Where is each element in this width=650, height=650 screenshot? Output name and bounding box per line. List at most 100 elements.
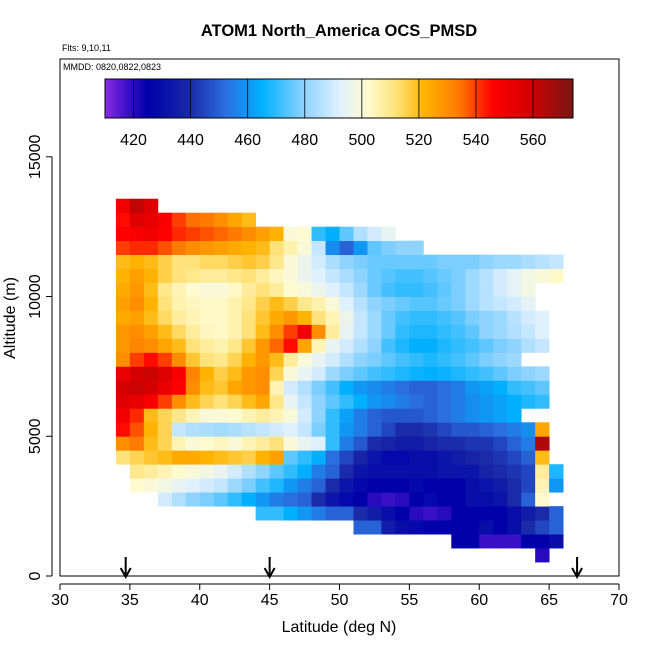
heatmap-cell: [213, 240, 229, 256]
colorbar-swatch: [257, 79, 260, 118]
heatmap-cell: [115, 450, 131, 465]
heatmap-cell: [381, 366, 396, 381]
heatmap-cell: [437, 352, 452, 367]
heatmap-cell: [311, 240, 326, 256]
heatmap-cell: [227, 296, 243, 311]
heatmap-cell: [171, 408, 187, 423]
heatmap-cell: [129, 408, 145, 423]
heatmap-cell: [423, 310, 438, 325]
heatmap-cell: [157, 268, 173, 283]
colorbar-swatch: [207, 79, 210, 118]
colorbar-swatch: [163, 79, 166, 118]
colorbar-swatch: [325, 79, 328, 118]
colorbar-tick-label: 540: [463, 132, 490, 149]
colorbar-swatch: [471, 79, 474, 118]
colorbar-swatch: [161, 79, 164, 118]
colorbar-swatch: [269, 79, 272, 118]
heatmap-cell: [129, 478, 145, 493]
heatmap-cell: [339, 366, 354, 381]
colorbar-swatch: [313, 79, 316, 118]
colorbar-swatch: [463, 79, 466, 118]
heatmap-cell: [535, 436, 550, 451]
heatmap-cell: [367, 226, 382, 242]
heatmap-cell: [129, 296, 145, 311]
colorbar-swatch: [449, 79, 452, 118]
heatmap-cell: [171, 296, 187, 311]
heatmap-cell: [507, 268, 522, 283]
heatmap-cell: [143, 282, 159, 297]
colorbar-swatch: [429, 79, 432, 118]
heatmap-cell: [255, 268, 271, 283]
colorbar-swatch: [559, 79, 562, 118]
heatmap-cell: [143, 436, 159, 451]
heatmap-cell: [325, 254, 340, 269]
colorbar-swatch: [187, 79, 190, 118]
heatmap-cell: [185, 422, 201, 437]
heatmap-cell: [437, 296, 452, 311]
heatmap-cell: [353, 408, 368, 423]
heatmap-cell: [143, 380, 159, 395]
colorbar-swatch: [157, 79, 160, 118]
heatmap-cell: [367, 352, 382, 367]
colorbar-swatch: [259, 79, 262, 118]
heatmap-cell: [437, 338, 452, 353]
colorbar-swatch: [401, 79, 404, 118]
heatmap-cell: [115, 212, 131, 228]
colorbar-swatch: [299, 79, 302, 118]
heatmap-cell: [143, 422, 159, 437]
heatmap-cell: [339, 338, 354, 353]
colorbar-swatch: [563, 79, 566, 118]
heatmap-cell: [367, 240, 382, 256]
heatmap-cell: [255, 478, 271, 493]
colorbar-swatch: [329, 79, 332, 118]
heatmap-cell: [157, 282, 173, 297]
heatmap-cell: [325, 394, 340, 409]
heatmap-cell: [451, 464, 466, 479]
heatmap-cell: [129, 324, 145, 339]
heatmap-cell: [115, 436, 131, 451]
heatmap-cell: [451, 520, 466, 535]
colorbar-swatch: [485, 79, 488, 118]
heatmap-cell: [479, 436, 494, 451]
colorbar-swatch: [179, 79, 182, 118]
heatmap-cell: [367, 310, 382, 325]
heatmap-cell: [451, 408, 466, 423]
heatmap-cell: [297, 506, 312, 521]
heatmap-cell: [521, 282, 536, 297]
heatmap-cell: [381, 436, 396, 451]
heatmap-cell: [129, 352, 145, 367]
colorbar-swatch: [285, 79, 288, 118]
heatmap-cell: [311, 254, 326, 269]
heatmap-cell: [185, 240, 201, 256]
x-tick-label: 40: [191, 592, 209, 609]
heatmap-cell: [227, 492, 243, 507]
heatmap-cell: [241, 296, 257, 311]
heatmap-cell: [227, 408, 243, 423]
heatmap-cell: [325, 366, 340, 381]
colorbar-swatch: [521, 79, 524, 118]
heatmap-cell: [423, 436, 438, 451]
colorbar-swatch: [203, 79, 206, 118]
heatmap-cell: [549, 254, 564, 269]
heatmap-cell: [451, 338, 466, 353]
colorbar-swatch: [519, 79, 522, 118]
colorbar-swatch: [275, 79, 278, 118]
heatmap-cell: [185, 380, 201, 395]
heatmap-cell: [353, 324, 368, 339]
heatmap-cell: [521, 268, 536, 283]
heatmap-cell: [395, 520, 410, 535]
colorbar-swatch: [487, 79, 490, 118]
heatmap-cell: [493, 478, 508, 493]
heatmap-cell: [549, 478, 564, 493]
heatmap-cell: [213, 464, 229, 479]
heatmap-cell: [115, 352, 131, 367]
heatmap-cell: [283, 408, 298, 423]
heatmap-cell: [171, 492, 187, 507]
heatmap-cell: [129, 310, 145, 325]
colorbar-swatch: [473, 79, 476, 118]
colorbar-swatch: [213, 79, 216, 118]
colorbar-swatch: [247, 79, 250, 118]
heatmap-cell: [269, 310, 285, 325]
heatmap-cell: [185, 254, 201, 269]
x-axis-label: Latitude (deg N): [282, 619, 397, 636]
